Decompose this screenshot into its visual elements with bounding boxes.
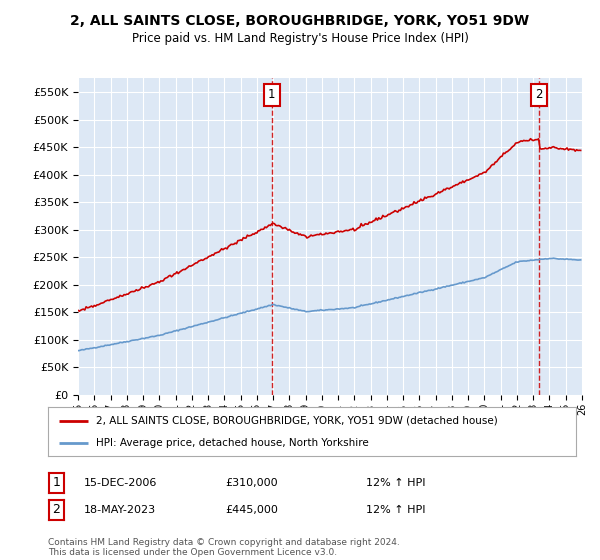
Text: 2, ALL SAINTS CLOSE, BOROUGHBRIDGE, YORK, YO51 9DW (detached house): 2, ALL SAINTS CLOSE, BOROUGHBRIDGE, YORK… — [95, 416, 497, 426]
Text: £310,000: £310,000 — [225, 478, 278, 488]
Text: Contains HM Land Registry data © Crown copyright and database right 2024.
This d: Contains HM Land Registry data © Crown c… — [48, 538, 400, 557]
Text: 15-DEC-2006: 15-DEC-2006 — [84, 478, 157, 488]
Text: £445,000: £445,000 — [225, 505, 278, 515]
Text: 12% ↑ HPI: 12% ↑ HPI — [366, 505, 425, 515]
Text: 1: 1 — [52, 476, 61, 489]
Text: 1: 1 — [268, 88, 275, 101]
Text: Price paid vs. HM Land Registry's House Price Index (HPI): Price paid vs. HM Land Registry's House … — [131, 32, 469, 45]
Text: 12% ↑ HPI: 12% ↑ HPI — [366, 478, 425, 488]
Text: 2: 2 — [52, 503, 61, 516]
Text: 2: 2 — [535, 88, 542, 101]
Text: HPI: Average price, detached house, North Yorkshire: HPI: Average price, detached house, Nort… — [95, 437, 368, 447]
Text: 2, ALL SAINTS CLOSE, BOROUGHBRIDGE, YORK, YO51 9DW: 2, ALL SAINTS CLOSE, BOROUGHBRIDGE, YORK… — [70, 14, 530, 28]
Text: 18-MAY-2023: 18-MAY-2023 — [84, 505, 156, 515]
